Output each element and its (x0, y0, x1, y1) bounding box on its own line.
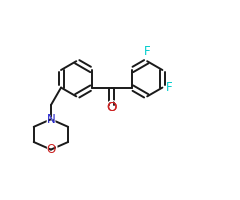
Text: O: O (105, 100, 118, 115)
Text: N: N (45, 112, 57, 127)
Text: O: O (45, 142, 57, 157)
Text: N: N (47, 113, 55, 126)
Text: O: O (107, 101, 117, 114)
Text: F: F (144, 45, 150, 58)
Text: O: O (107, 101, 117, 114)
Text: O: O (46, 143, 55, 156)
Text: F: F (166, 81, 173, 94)
